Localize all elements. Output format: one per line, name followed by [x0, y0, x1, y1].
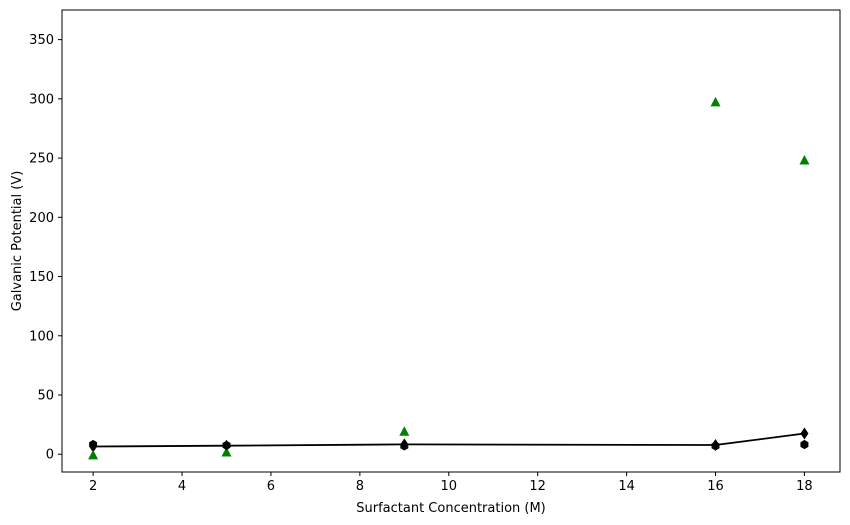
y-tick-label: 200 [29, 211, 54, 226]
hexagon-marker [89, 439, 98, 450]
x-tick-label: 4 [178, 479, 186, 494]
hexagon-marker [222, 440, 231, 450]
x-axis-label: Surfactant Concentration (M) [356, 501, 546, 516]
hexagon-marker [711, 441, 720, 451]
x-tick-label: 6 [267, 479, 275, 494]
hexagon-marker [400, 441, 409, 451]
y-tick-label: 300 [29, 92, 54, 107]
y-tick-label: 50 [37, 389, 54, 404]
y-tick-label: 100 [29, 329, 54, 344]
series-triangle [88, 96, 810, 460]
x-tick-label: 12 [529, 479, 546, 494]
series-hexagon [89, 439, 809, 451]
x-tick-label: 2 [89, 479, 97, 494]
diamond-marker [800, 427, 809, 440]
x-tick-label: 8 [356, 479, 364, 494]
x-tick-label: 16 [707, 479, 724, 494]
y-tick-label: 150 [29, 270, 54, 285]
y-tick-label: 250 [29, 152, 54, 167]
y-axis-label: Galvanic Potential (V) [10, 171, 25, 312]
triangle-marker [799, 154, 810, 165]
triangle-marker [399, 426, 410, 436]
hexagon-marker [800, 439, 809, 450]
plot-area [61, 9, 841, 473]
triangle-marker [221, 446, 232, 457]
x-tick-label: 10 [441, 479, 458, 494]
x-axis-ticks: 2 4 6 8 10 12 14 16 18 [89, 472, 813, 494]
x-tick-label: 18 [796, 479, 813, 494]
triangle-marker [710, 96, 721, 107]
triangle-marker [88, 449, 99, 460]
series-layer [88, 96, 810, 460]
y-tick-label: 350 [29, 33, 54, 48]
y-tick-label: 0 [46, 448, 54, 463]
x-tick-label: 14 [618, 479, 635, 494]
y-axis-ticks: 0 50 100 150 200 250 300 350 [29, 33, 62, 463]
